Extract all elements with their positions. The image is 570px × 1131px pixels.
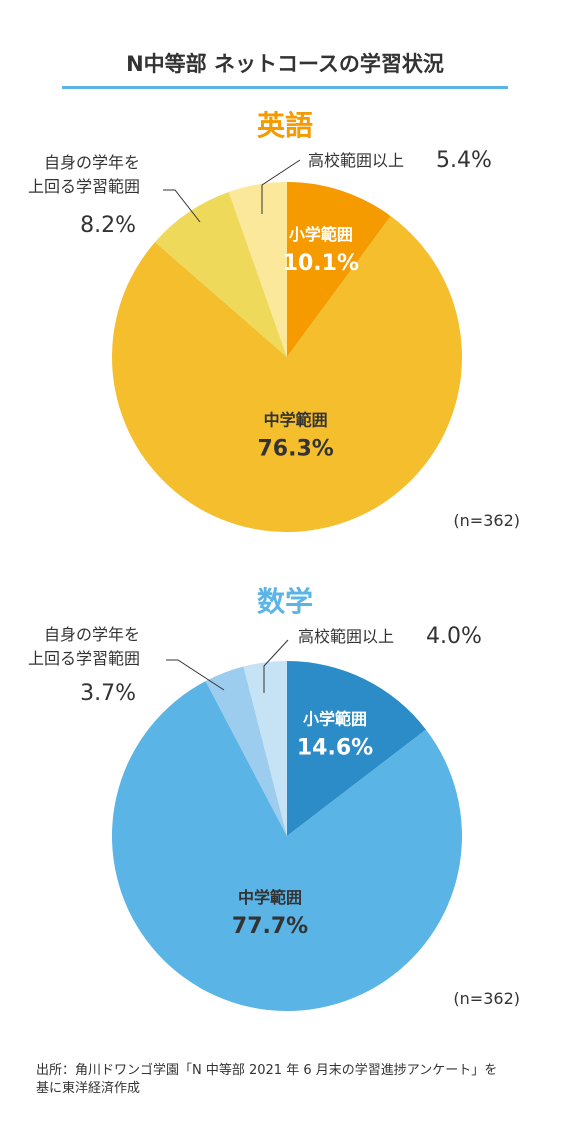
slice-value-2: 8.2% (80, 213, 136, 238)
slice-value-0: 10.1% (283, 251, 359, 276)
slice-value-1: 76.3% (257, 436, 333, 461)
pie-slice-1 (112, 681, 463, 1011)
source-line-2: 基に東洋経済作成 (36, 1081, 141, 1096)
slice-value-1: 77.7% (232, 914, 308, 939)
callout-line-2 (166, 659, 225, 691)
slice-label-0: 小学範囲 (289, 225, 353, 244)
callout-line-2 (163, 189, 201, 223)
math-subject-title: 数学 (256, 585, 313, 618)
title-underline (62, 86, 508, 89)
slice-value-2: 3.7% (80, 681, 136, 706)
slice-label-1: 中学範囲 (238, 888, 302, 907)
chart-title: N中等部 ネットコースの学習状況 (126, 52, 444, 76)
slice-label-0: 小学範囲 (303, 710, 367, 729)
callout-label-2-line-0: 自身の学年を (44, 625, 140, 644)
english-subject-title: 英語 (256, 109, 313, 142)
callout-label-2-line-0: 自身の学年を (44, 153, 140, 172)
callout-label-3: 高校範囲以上 (298, 627, 394, 646)
sample-size-note: (n=362) (453, 511, 520, 530)
callout-label-2-line-1: 上回る学習範囲 (28, 649, 140, 668)
pie-slice-2 (205, 666, 287, 836)
callout-label-2-line-1: 上回る学習範囲 (28, 177, 140, 196)
source-note: 出所：角川ドワンゴ学園「N 中等部 2021 年 6 月末の学習進捗アンケート」… (36, 1062, 536, 1098)
pie-slice-0 (287, 182, 391, 357)
callout-line-3 (263, 639, 289, 693)
slice-value-0: 14.6% (297, 736, 373, 761)
pie-slice-3 (228, 182, 287, 357)
pie-slice-1 (111, 216, 463, 533)
slice-value-3: 5.4% (436, 148, 492, 173)
callout-line-3 (261, 159, 301, 214)
sample-size-note: (n=362) (453, 989, 520, 1008)
pie-slice-3 (243, 661, 287, 836)
callout-label-3: 高校範囲以上 (308, 151, 404, 170)
slice-value-3: 4.0% (426, 624, 482, 649)
source-line-1: 出所：角川ドワンゴ学園「N 中等部 2021 年 6 月末の学習進捗アンケート」… (36, 1063, 498, 1078)
pie-slice-2 (155, 191, 287, 357)
pie-slice-0 (287, 661, 426, 836)
slice-label-1: 中学範囲 (264, 410, 328, 429)
